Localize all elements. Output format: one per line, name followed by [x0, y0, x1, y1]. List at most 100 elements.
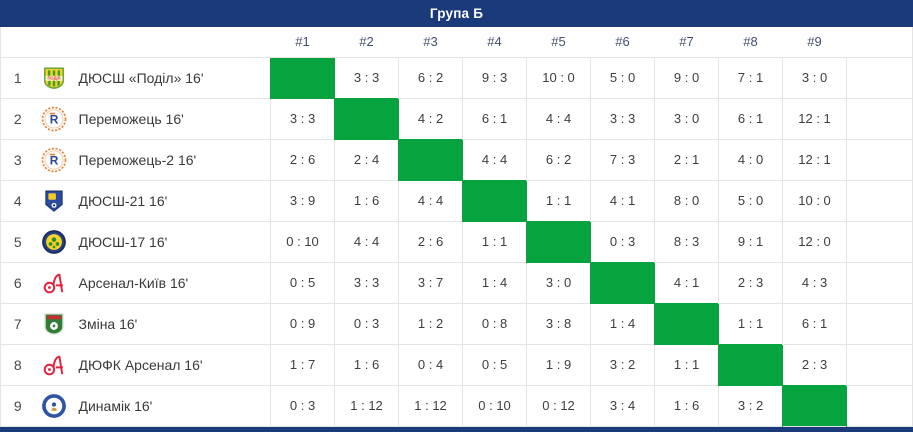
team-logo-cell [34, 384, 73, 426]
score-cell: 6 : 1 [782, 302, 847, 344]
team-position: 4 [0, 179, 35, 221]
score-cell: 3 : 0 [654, 97, 719, 139]
score-cell: 3 : 2 [718, 384, 783, 426]
score-cell: 1 : 1 [462, 220, 527, 262]
column-header-row: #1 #2 #3 #4 #5 #6 #7 #8 #9 [0, 27, 913, 58]
score-cell: 0 : 4 [398, 343, 463, 385]
next-section-bar [0, 426, 913, 432]
score-cell: 12 : 1 [782, 138, 847, 180]
column-header: #8 [718, 27, 783, 58]
score-cell: 1 : 12 [334, 384, 399, 426]
group-title: Група Б [429, 6, 484, 21]
team-name: ДЮСШ-17 16' [72, 220, 271, 262]
team-logo-cell: R [34, 138, 73, 180]
score-cell: 9 : 0 [654, 57, 719, 98]
diagonal-cell [334, 97, 399, 139]
score-cell: 3 : 3 [334, 57, 399, 98]
score-cell: 4 : 0 [718, 138, 783, 180]
team-logo-cell: ПОДІЛ [35, 57, 73, 98]
score-cell: 9 : 1 [718, 220, 783, 262]
score-cell: 8 : 3 [654, 220, 719, 262]
diagonal-cell [782, 384, 847, 426]
peremozhets-crest-icon: R [35, 106, 73, 132]
score-cell: 1 : 1 [526, 179, 591, 221]
score-cell: 1 : 2 [398, 302, 463, 344]
score-cell: 3 : 0 [782, 57, 847, 98]
podil-crest-icon: ПОДІЛ [35, 65, 73, 91]
score-cell: 2 : 6 [398, 220, 463, 262]
group-header: Група Б [0, 0, 913, 27]
team-position: 8 [0, 343, 35, 385]
svg-text:R: R [49, 112, 58, 126]
peremozhets-crest-icon: R [35, 147, 73, 173]
column-header: #6 [590, 27, 655, 58]
score-cell: 0 : 12 [526, 384, 591, 426]
score-cell: 0 : 9 [270, 302, 335, 344]
team-position: 1 [13, 69, 22, 86]
column-header: #4 [462, 27, 527, 58]
score-cell: 1 : 4 [462, 261, 527, 303]
diagonal-cell [462, 179, 527, 221]
score-cell: 1 : 6 [334, 179, 399, 221]
spacer-cell [846, 302, 913, 344]
team-name: Арсенал-Київ 16' [72, 261, 271, 303]
score-cell: 4 : 4 [334, 220, 399, 262]
score-cell: 0 : 3 [590, 220, 655, 262]
team-name: ДЮФК Арсенал 16' [72, 343, 271, 385]
spacer-cell [846, 57, 913, 98]
score-cell: 2 : 6 [270, 138, 335, 180]
diagonal-cell [526, 220, 591, 262]
score-cell: 4 : 1 [654, 261, 719, 303]
score-cell: 4 : 1 [590, 179, 655, 221]
column-header: #7 [654, 27, 719, 58]
score-cell: 6 : 2 [526, 138, 591, 180]
team-position: 6 [0, 261, 35, 303]
score-cell: 2 : 1 [654, 138, 719, 180]
column-header: #1 [270, 27, 335, 58]
results-cross-table: #1 #2 #3 #4 #5 #6 #7 #8 #9 1 ПОДІЛ ДЮСШ «Поділ» 16… [0, 27, 913, 427]
team-name: Переможець 16' [72, 97, 271, 139]
team-name: ДЮСШ-21 16' [72, 179, 271, 221]
score-cell: 3 : 3 [270, 97, 335, 139]
score-cell: 3 : 4 [590, 384, 655, 426]
diagonal-cell [718, 343, 783, 385]
dyussh17-crest-icon [35, 229, 73, 255]
score-cell: 1 : 4 [590, 302, 655, 344]
svg-text:ПОДІЛ: ПОДІЛ [47, 75, 60, 80]
spacer-cell [846, 179, 913, 221]
team-position: 9 [0, 384, 35, 426]
score-cell: 6 : 2 [398, 57, 463, 98]
spacer-column-header [846, 27, 913, 58]
spacer-cell [846, 384, 913, 426]
score-cell: 5 : 0 [590, 57, 655, 98]
score-cell: 1 : 9 [526, 343, 591, 385]
score-cell: 1 : 6 [654, 384, 719, 426]
score-cell: 3 : 0 [526, 261, 591, 303]
team-name: Переможець-2 16' [72, 138, 271, 180]
score-cell: 7 : 1 [718, 57, 783, 98]
score-cell: 1 : 7 [270, 343, 335, 385]
score-cell: 6 : 1 [462, 97, 527, 139]
score-cell: 10 : 0 [782, 179, 847, 221]
score-cell: 5 : 0 [718, 179, 783, 221]
column-header: #3 [398, 27, 463, 58]
team-name: Зміна 16' [72, 302, 271, 344]
team-logo-cell [34, 302, 73, 344]
team-name: ДЮСШ «Поділ» 16' [78, 69, 204, 86]
column-header: #9 [782, 27, 847, 58]
score-cell: 9 : 3 [462, 57, 527, 98]
team-position: 2 [0, 97, 35, 139]
zmina-crest-icon [35, 311, 73, 337]
team-name: Динамік 16' [72, 384, 271, 426]
diagonal-cell [270, 57, 335, 98]
score-cell: 4 : 4 [526, 97, 591, 139]
score-cell: 0 : 10 [462, 384, 527, 426]
team-position: 3 [0, 138, 35, 180]
spacer-cell [846, 138, 913, 180]
